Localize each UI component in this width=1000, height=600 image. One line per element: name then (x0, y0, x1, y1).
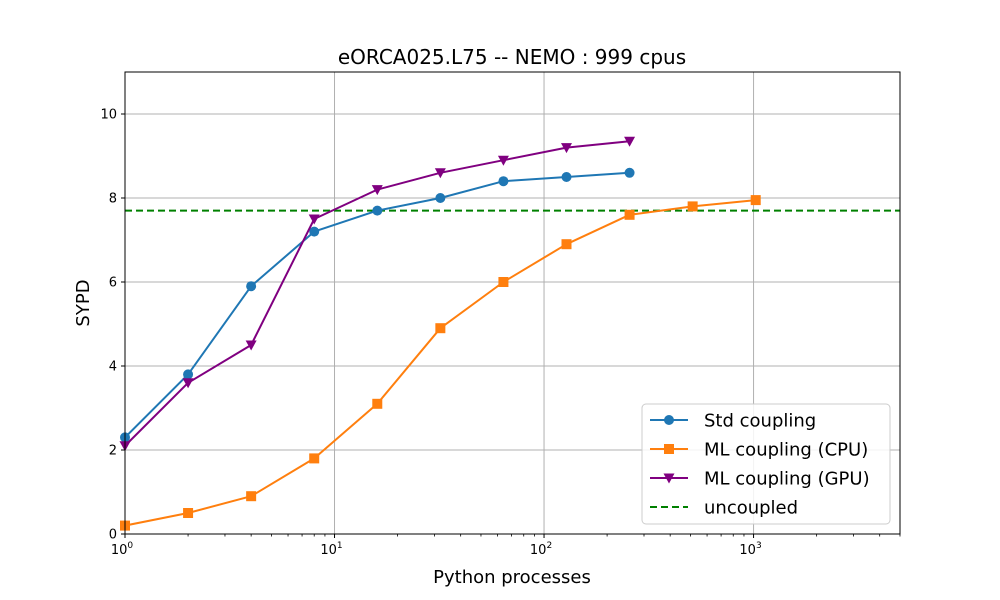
data-point (434, 168, 446, 179)
y-tick-label: 10 (100, 108, 117, 123)
data-point (624, 136, 636, 147)
legend: Std coupling ML coupling (CPU) ML coupling… (641, 403, 891, 525)
y-tick-label: 8 (109, 192, 117, 207)
legend-item: uncoupled (650, 498, 798, 519)
y-tick-label: 0 (109, 528, 117, 543)
data-point (750, 195, 761, 206)
legend-marker (664, 415, 674, 425)
y-axis-label: SYPD (73, 279, 94, 326)
series-0 (120, 167, 635, 443)
data-point (245, 340, 257, 351)
data-point (560, 143, 572, 154)
legend-box (641, 403, 891, 525)
data-point (561, 172, 572, 182)
series-2 (119, 136, 636, 452)
data-point (308, 214, 320, 225)
data-point (435, 323, 446, 334)
data-point (372, 205, 383, 216)
legend-marker (664, 444, 674, 454)
data-point (624, 167, 635, 178)
data-point (309, 226, 320, 237)
data-point (497, 155, 509, 166)
data-point (498, 176, 509, 187)
x-tick-label: 100 (111, 541, 134, 558)
data-point (371, 185, 383, 196)
data-point (435, 193, 446, 203)
plot-frame (124, 71, 901, 535)
data-point (561, 239, 572, 250)
legend-item: ML coupling (CPU) (650, 440, 868, 461)
y-tick-label: 2 (109, 444, 117, 459)
data-point (246, 491, 257, 502)
data-point (183, 369, 194, 380)
legend-label: ML coupling (GPU) (704, 469, 870, 490)
legend-label: Std coupling (704, 411, 816, 432)
data-point (182, 378, 194, 389)
data-point (246, 281, 257, 292)
data-point (687, 201, 698, 212)
y-tick-label: 4 (109, 360, 117, 375)
tick-layer: 0 2 4 6 8 10 100 101 102 103 (100, 108, 901, 558)
data-point (309, 453, 320, 464)
legend-label: ML coupling (CPU) (704, 440, 868, 461)
x-tick-label: 101 (320, 541, 342, 558)
chart-title: eORCA025.L75 -- NEMO : 999 cpus (338, 45, 686, 69)
x-tick-label: 103 (739, 541, 761, 558)
y-tick-label: 6 (109, 276, 117, 291)
data-point (498, 277, 509, 287)
legend-item: Std coupling (650, 411, 816, 432)
legend-marker (663, 473, 675, 484)
legend-item: ML coupling (GPU) (650, 469, 870, 490)
x-axis-label: Python processes (433, 567, 591, 588)
data-point (624, 209, 635, 220)
x-tick-label: 102 (530, 541, 552, 558)
data-point (372, 398, 383, 409)
data-point (183, 508, 194, 518)
legend-label: uncoupled (704, 498, 798, 519)
